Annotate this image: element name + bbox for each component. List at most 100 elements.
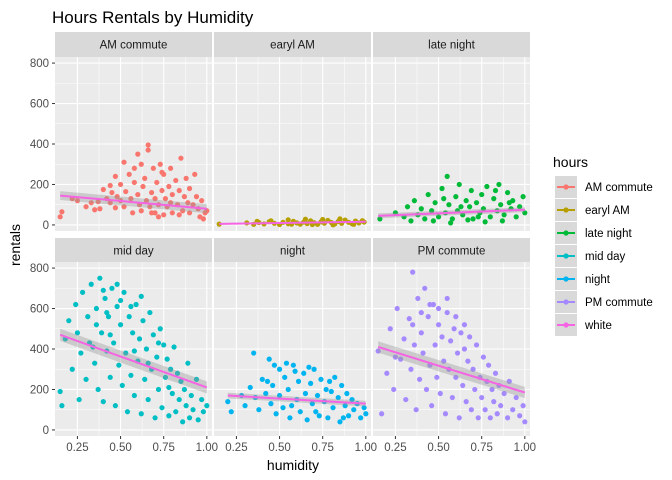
data-point	[228, 409, 234, 415]
data-point	[468, 187, 474, 194]
data-point	[114, 194, 120, 200]
data-point	[439, 334, 445, 340]
data-point	[411, 342, 418, 348]
data-point	[289, 403, 295, 409]
data-point	[441, 196, 447, 202]
legend-label: earyl AM	[585, 205, 630, 217]
data-point	[470, 366, 476, 372]
data-point	[162, 374, 169, 380]
facet-strip	[214, 32, 371, 57]
x-tick-label: 0.75	[152, 442, 174, 454]
data-point	[93, 322, 100, 328]
data-point	[456, 181, 462, 188]
data-point	[473, 200, 480, 206]
data-point	[155, 386, 162, 393]
facet-strip	[55, 238, 212, 263]
y-tick-label: 400	[30, 139, 49, 151]
data-point	[107, 332, 113, 338]
data-point	[192, 171, 198, 177]
data-point	[66, 318, 72, 324]
data-point	[344, 390, 350, 397]
data-point	[473, 342, 480, 348]
data-point	[320, 216, 326, 223]
data-point	[448, 338, 454, 344]
legend-label: mid day	[585, 251, 626, 263]
data-point	[456, 415, 462, 421]
facet-panel: PM commute	[373, 238, 530, 436]
data-point	[287, 415, 293, 421]
data-point	[420, 350, 426, 356]
data-point	[173, 177, 179, 184]
data-point	[444, 173, 450, 179]
y-tick-label: 200	[30, 384, 49, 396]
data-point	[461, 322, 468, 328]
data-point	[517, 413, 523, 419]
data-point	[109, 285, 115, 291]
facet-panel: earyl AM	[214, 32, 371, 231]
legend-key-point	[563, 276, 569, 282]
data-point	[199, 396, 205, 403]
data-point	[522, 419, 528, 425]
data-point	[93, 305, 100, 312]
data-point	[465, 358, 471, 364]
data-point	[301, 370, 307, 376]
data-point	[159, 405, 165, 411]
data-point	[105, 314, 112, 320]
data-point	[453, 374, 459, 380]
facet-strip-label: PM commute	[418, 246, 486, 258]
data-point	[448, 220, 454, 226]
legend-entry: mid day	[555, 245, 626, 267]
data-point	[157, 161, 163, 167]
data-point	[492, 187, 499, 194]
legend-entry: earyl AM	[555, 199, 630, 221]
legend-key-point	[563, 322, 569, 328]
data-point	[425, 191, 431, 198]
data-point	[143, 346, 150, 352]
data-point	[100, 287, 106, 293]
data-point	[444, 295, 450, 302]
facet-panel: mid day	[55, 238, 212, 436]
data-point	[285, 217, 291, 223]
data-point	[83, 376, 89, 382]
data-point	[282, 374, 288, 380]
data-point	[80, 289, 86, 295]
data-point	[147, 204, 153, 210]
data-point	[351, 407, 357, 413]
legend-key-point	[563, 207, 569, 213]
data-point	[461, 346, 468, 352]
data-point	[437, 390, 443, 397]
data-point	[482, 407, 488, 413]
data-point	[408, 218, 414, 224]
data-point	[453, 314, 459, 320]
data-point	[131, 392, 137, 399]
legend-label: night	[585, 274, 611, 286]
data-point	[401, 336, 407, 342]
data-point	[123, 350, 129, 356]
y-tick-label: 800	[30, 263, 49, 275]
data-point	[117, 297, 124, 304]
data-point	[74, 198, 81, 204]
data-point	[57, 388, 63, 395]
x-axis-title: humidity	[267, 457, 319, 473]
facet-strip-label: mid day	[113, 246, 154, 258]
data-point	[225, 399, 231, 405]
data-point	[195, 417, 201, 423]
data-point	[494, 411, 500, 417]
data-point	[345, 413, 352, 419]
data-point	[479, 394, 485, 401]
data-point	[285, 386, 291, 393]
data-point	[522, 210, 528, 216]
data-point	[138, 161, 144, 167]
data-point	[513, 394, 519, 401]
data-point	[178, 155, 184, 161]
data-point	[292, 368, 298, 374]
data-point	[112, 403, 118, 409]
data-point	[337, 419, 343, 425]
data-point	[302, 390, 309, 397]
data-point	[458, 204, 464, 210]
data-point	[169, 210, 175, 216]
data-point	[470, 216, 476, 222]
data-point	[463, 399, 469, 405]
data-point	[449, 394, 455, 401]
legend-label: AM commute	[585, 182, 653, 194]
